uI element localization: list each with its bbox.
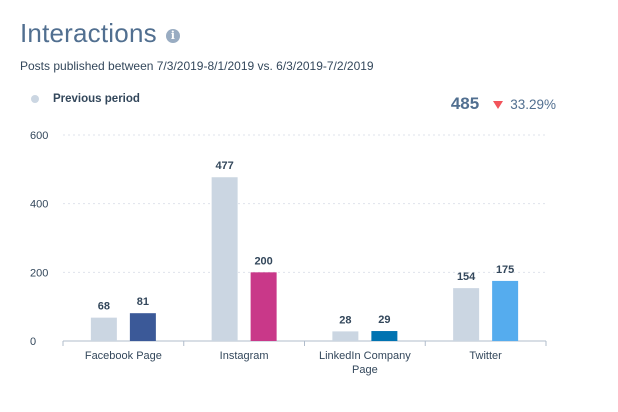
bar-previous-1 xyxy=(90,317,117,341)
chart-legend: Previous period xyxy=(31,93,140,105)
bar-value-label: 29 xyxy=(378,314,390,326)
bar-value-label: 68 xyxy=(98,301,110,313)
x-category-label: LinkedIn Company xyxy=(319,350,411,362)
x-category-label: Facebook Page xyxy=(85,350,162,362)
bar-previous-2 xyxy=(211,177,238,341)
bar-value-label: 477 xyxy=(215,160,233,172)
percent-change: 33.29% xyxy=(510,96,556,112)
x-category-label: Instagram xyxy=(220,350,269,362)
bar-current-2 xyxy=(250,272,277,341)
bar-current-1 xyxy=(129,313,156,341)
bar-current-4 xyxy=(492,280,519,341)
bar-value-label: 28 xyxy=(339,314,351,326)
bar-previous-4 xyxy=(453,288,480,341)
page-title: Interactions xyxy=(20,18,157,48)
bar-value-label: 175 xyxy=(496,264,514,276)
bar-value-label: 154 xyxy=(457,271,476,283)
x-category-label: Twitter xyxy=(469,350,502,362)
legend-label-previous: Previous period xyxy=(53,93,140,105)
y-tick-label: 200 xyxy=(30,267,48,279)
title-row: Interactions i xyxy=(20,18,180,49)
total-interactions-value: 485 xyxy=(450,94,480,113)
y-tick-label: 600 xyxy=(30,130,48,142)
y-tick-label: 0 xyxy=(30,336,36,348)
bar-current-3 xyxy=(371,331,398,341)
bar-value-label: 200 xyxy=(254,255,272,267)
y-tick-label: 400 xyxy=(30,199,48,211)
date-range-subtitle: Posts published between 7/3/2019-8/1/201… xyxy=(20,59,374,73)
legend-dot-previous xyxy=(31,95,39,103)
down-triangle-icon xyxy=(493,101,504,109)
bar-value-label: 81 xyxy=(137,296,149,308)
info-icon[interactable]: i xyxy=(165,28,180,43)
summary-total: 485 33.29% xyxy=(451,94,556,114)
x-category-label: Page xyxy=(352,364,378,376)
bar-previous-3 xyxy=(332,331,359,341)
